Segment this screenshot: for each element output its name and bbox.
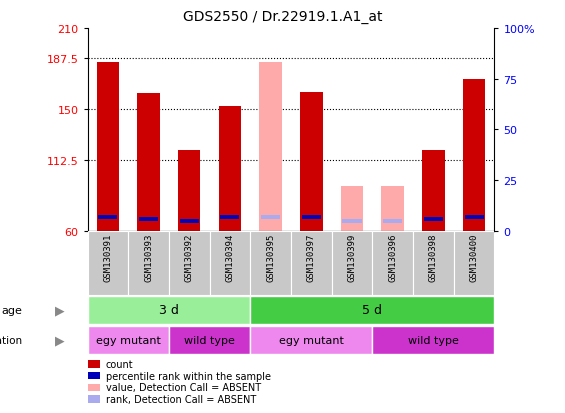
Text: GDS2550 / Dr.22919.1.A1_at: GDS2550 / Dr.22919.1.A1_at bbox=[182, 10, 383, 24]
Bar bbox=[372, 326, 494, 354]
Bar bbox=[169, 29, 210, 231]
Text: GSM130400: GSM130400 bbox=[470, 233, 479, 281]
Bar bbox=[220, 215, 240, 219]
Bar bbox=[454, 29, 494, 231]
Text: GSM130396: GSM130396 bbox=[388, 233, 397, 281]
Bar bbox=[88, 29, 128, 231]
Text: ▶: ▶ bbox=[54, 333, 64, 347]
Text: 5 d: 5 d bbox=[362, 304, 383, 317]
Bar bbox=[169, 326, 250, 354]
Bar bbox=[463, 80, 485, 231]
Bar bbox=[250, 326, 372, 354]
Bar bbox=[332, 29, 372, 231]
Text: GSM130397: GSM130397 bbox=[307, 233, 316, 281]
Bar bbox=[219, 107, 241, 231]
Bar bbox=[88, 326, 169, 354]
Bar bbox=[88, 296, 250, 324]
Text: GSM130394: GSM130394 bbox=[225, 233, 234, 281]
Bar bbox=[413, 231, 454, 295]
Bar bbox=[128, 29, 169, 231]
Text: egy mutant: egy mutant bbox=[279, 335, 344, 345]
Text: genotype/variation: genotype/variation bbox=[0, 335, 23, 345]
Bar bbox=[372, 29, 413, 231]
Text: GSM130395: GSM130395 bbox=[266, 233, 275, 281]
Text: count: count bbox=[106, 359, 133, 369]
Text: rank, Detection Call = ABSENT: rank, Detection Call = ABSENT bbox=[106, 394, 256, 404]
Bar bbox=[302, 215, 321, 219]
Bar bbox=[291, 29, 332, 231]
Bar bbox=[413, 29, 454, 231]
Bar bbox=[250, 231, 291, 295]
Bar bbox=[422, 150, 445, 231]
Bar bbox=[342, 219, 362, 223]
Bar bbox=[424, 217, 443, 221]
Text: GSM130399: GSM130399 bbox=[347, 233, 357, 281]
Bar bbox=[250, 296, 494, 324]
Bar bbox=[291, 231, 332, 295]
Bar bbox=[139, 217, 158, 221]
Bar bbox=[210, 29, 250, 231]
Bar bbox=[332, 231, 372, 295]
Text: GSM130398: GSM130398 bbox=[429, 233, 438, 281]
Text: egy mutant: egy mutant bbox=[96, 335, 160, 345]
Bar bbox=[454, 231, 494, 295]
Text: wild type: wild type bbox=[408, 335, 459, 345]
Bar bbox=[261, 215, 280, 219]
Bar bbox=[128, 231, 169, 295]
Text: GSM130391: GSM130391 bbox=[103, 233, 112, 281]
Bar bbox=[180, 219, 199, 223]
Bar bbox=[464, 215, 484, 219]
Bar bbox=[300, 93, 323, 231]
Bar bbox=[341, 187, 363, 231]
Text: 3 d: 3 d bbox=[159, 304, 179, 317]
Bar bbox=[137, 94, 160, 231]
Bar bbox=[210, 231, 250, 295]
Bar bbox=[383, 219, 402, 223]
Bar bbox=[372, 231, 413, 295]
Bar bbox=[381, 187, 404, 231]
Text: percentile rank within the sample: percentile rank within the sample bbox=[106, 371, 271, 381]
Bar bbox=[88, 231, 128, 295]
Text: GSM130393: GSM130393 bbox=[144, 233, 153, 281]
Text: GSM130392: GSM130392 bbox=[185, 233, 194, 281]
Text: age: age bbox=[2, 305, 23, 315]
Bar bbox=[169, 231, 210, 295]
Bar bbox=[98, 215, 118, 219]
Text: value, Detection Call = ABSENT: value, Detection Call = ABSENT bbox=[106, 382, 261, 392]
Text: wild type: wild type bbox=[184, 335, 235, 345]
Text: ▶: ▶ bbox=[54, 304, 64, 317]
Bar bbox=[97, 63, 119, 231]
Bar bbox=[259, 63, 282, 231]
Bar bbox=[250, 29, 291, 231]
Bar bbox=[178, 150, 201, 231]
